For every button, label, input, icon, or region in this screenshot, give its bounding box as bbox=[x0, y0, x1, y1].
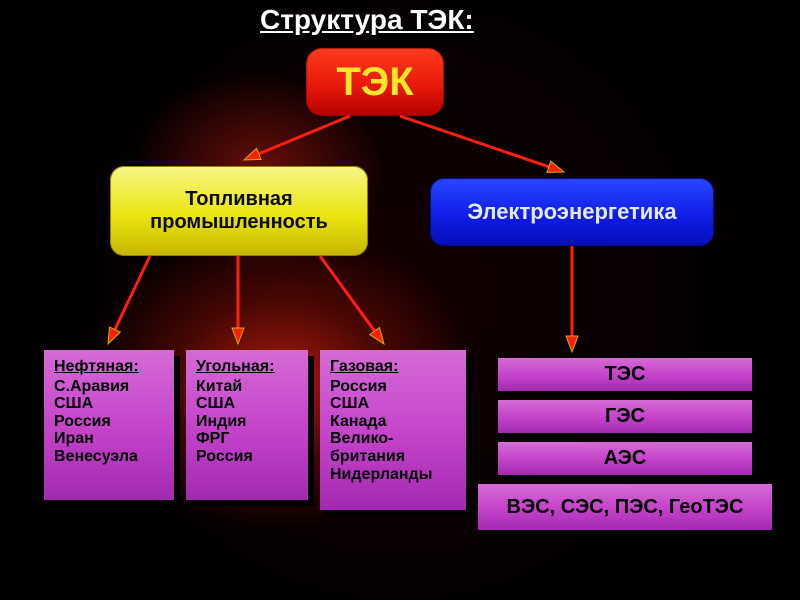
fuel-leaf-header: Нефтяная: bbox=[54, 358, 164, 376]
fuel-leaf-items: С.АравияСШАРоссияИранВенесуэла bbox=[54, 378, 164, 466]
diagram-layer: Структура ТЭК: ТЭК Топливная промышленно… bbox=[0, 0, 800, 600]
root-node-tek: ТЭК bbox=[306, 48, 444, 116]
electric-panel-2: АЭС bbox=[498, 442, 752, 475]
fuel-leaf-2: Газовая: РоссияСШАКанадаВелико-британияНи… bbox=[320, 350, 466, 510]
electric-panel-3: ВЭС, СЭС, ПЭС, ГеоТЭС bbox=[478, 484, 772, 530]
fuel-leaf-1: Угольная: КитайСШАИндияФРГРоссия bbox=[186, 350, 308, 500]
branch-electric-power: Электроэнергетика bbox=[430, 178, 714, 246]
branch-fuel-industry: Топливная промышленность bbox=[110, 166, 368, 256]
fuel-leaf-header: Угольная: bbox=[196, 358, 298, 376]
fuel-leaf-0: Нефтяная: С.АравияСШАРоссияИранВенесуэла bbox=[44, 350, 174, 500]
fuel-leaf-items: КитайСШАИндияФРГРоссия bbox=[196, 378, 298, 466]
electric-panel-0: ТЭС bbox=[498, 358, 752, 391]
fuel-leaf-items: РоссияСШАКанадаВелико-британияНидерланды bbox=[330, 378, 456, 484]
page-title: Структура ТЭК: bbox=[260, 4, 474, 36]
fuel-leaf-header: Газовая: bbox=[330, 358, 456, 376]
electric-panel-1: ГЭС bbox=[498, 400, 752, 433]
